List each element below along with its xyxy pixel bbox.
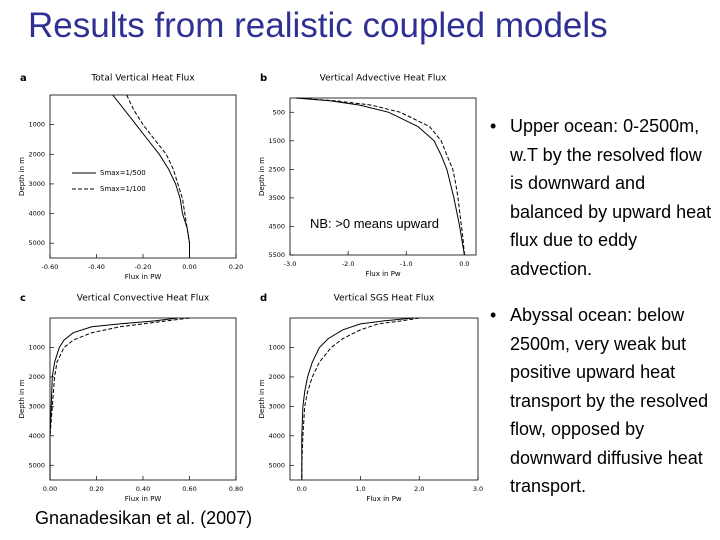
x-tick-label: -3.0: [284, 260, 297, 268]
y-tick-label: 1000: [268, 343, 285, 351]
x-tick-label: 0.60: [182, 485, 196, 493]
x-tick-label: 0.00: [182, 263, 196, 271]
plot-frame: [49, 317, 237, 481]
bullet-list: Upper ocean: 0-2500m, w.T by the resolve…: [484, 112, 716, 519]
x-tick-label: -0.40: [88, 263, 105, 271]
y-tick-label: 1500: [268, 137, 285, 145]
y-axis-label: Depth in m: [18, 379, 26, 418]
x-tick-label: 0.80: [229, 485, 243, 493]
x-tick-label: -0.20: [135, 263, 152, 271]
series-line: [49, 317, 178, 480]
series-line: [49, 317, 190, 480]
y-axis-label: Depth in m: [258, 157, 266, 196]
y-tick-label: 5000: [268, 461, 285, 469]
y-tick-label: 1000: [28, 343, 45, 351]
x-axis-label: Flux in PW: [125, 495, 162, 503]
x-tick-label: -2.0: [342, 260, 355, 268]
x-tick-label: -0.60: [42, 263, 59, 271]
y-tick-label: 4500: [268, 222, 285, 230]
x-axis-label: Flux in Pw: [366, 495, 402, 503]
series-line: [295, 97, 465, 256]
plot-frame: [289, 317, 479, 481]
series-line: [126, 94, 190, 258]
legend-label: Smax=1/500: [100, 169, 146, 177]
x-tick-label: 0.40: [136, 485, 150, 493]
series-line: [301, 317, 420, 480]
panel-letter: b: [260, 73, 267, 84]
slide-title: Results from realistic coupled models: [28, 6, 608, 45]
panel-letter: a: [20, 73, 27, 84]
y-tick-label: 3000: [28, 402, 45, 410]
chart-title: Vertical SGS Heat Flux: [334, 294, 435, 304]
x-tick-label: 0.20: [89, 485, 103, 493]
bullet: Upper ocean: 0-2500m, w.T by the resolve…: [484, 112, 716, 283]
plot-frame: [289, 97, 477, 256]
x-tick-label: -1.0: [400, 260, 413, 268]
y-tick-label: 5000: [28, 239, 45, 247]
y-tick-label: 500: [273, 108, 285, 116]
y-tick-label: 2000: [268, 373, 285, 381]
panel-letter: c: [20, 293, 26, 304]
x-axis-label: Flux in Pw: [365, 270, 401, 278]
y-tick-label: 4000: [28, 210, 45, 218]
y-tick-label: 3000: [28, 180, 45, 188]
citation: Gnanadesikan et al. (2007): [35, 508, 253, 528]
x-tick-label: 0.0: [297, 485, 307, 493]
y-tick-label: 5500: [268, 251, 285, 259]
note: NB: >0 means upward: [310, 216, 439, 231]
y-tick-label: 3500: [268, 194, 285, 202]
x-tick-label: 1.0: [355, 485, 365, 493]
x-tick-label: 0.00: [43, 485, 57, 493]
y-tick-label: 1000: [28, 121, 45, 129]
series-line: [301, 317, 414, 480]
x-tick-label: 0.20: [229, 263, 243, 271]
chart-title: Total Vertical Heat Flux: [90, 74, 195, 84]
y-axis-label: Depth in m: [18, 157, 26, 196]
chart-title: Vertical Convective Heat Flux: [77, 294, 210, 304]
x-tick-label: 0.0: [459, 260, 469, 268]
y-tick-label: 2500: [268, 165, 285, 173]
y-tick-label: 4000: [28, 432, 45, 440]
y-tick-label: 2000: [28, 150, 45, 158]
legend-label: Smax=1/100: [100, 185, 146, 193]
chart-title: Vertical Advective Heat Flux: [320, 74, 447, 84]
y-tick-label: 4000: [268, 432, 285, 440]
y-tick-label: 3000: [268, 402, 285, 410]
series-line: [295, 97, 465, 256]
x-tick-label: 2.0: [414, 485, 424, 493]
panel-letter: d: [260, 293, 267, 304]
bullet: Abyssal ocean: below 2500m, very weak bu…: [484, 301, 716, 501]
x-tick-label: 3.0: [473, 485, 483, 493]
x-axis-label: Flux in PW: [125, 273, 162, 281]
y-tick-label: 5000: [28, 461, 45, 469]
y-axis-label: Depth in m: [258, 379, 266, 418]
y-tick-label: 2000: [28, 373, 45, 381]
